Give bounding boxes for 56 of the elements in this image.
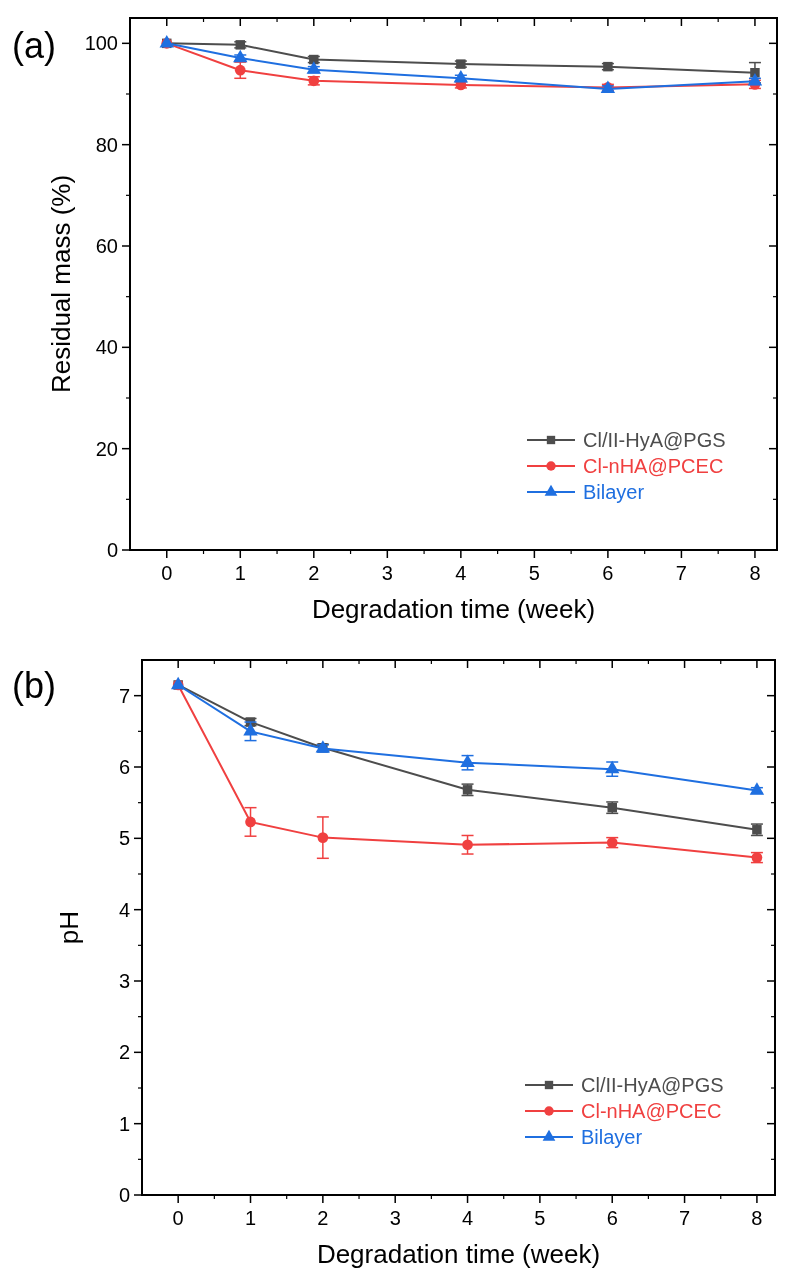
- point: [462, 839, 473, 851]
- point: [243, 723, 258, 736]
- x-tick-label: 3: [381, 562, 393, 584]
- x-tick-label: 4: [455, 562, 467, 584]
- legend-label: Cl/II-HyA@PGS: [581, 1074, 724, 1096]
- y-tick-label: 2: [118, 1041, 130, 1064]
- legend-label: Bilayer: [583, 481, 645, 503]
- x-tick-label: 2: [308, 562, 320, 584]
- x-axis-title: Degradation time (week): [316, 1239, 601, 1269]
- legend-label: Bilayer: [581, 1126, 643, 1148]
- x-tick-label: 4: [461, 1207, 474, 1229]
- x-tick-label: 2: [317, 1207, 329, 1229]
- x-axis-title: Degradation time (week): [311, 594, 596, 624]
- x-tick-label: 5: [534, 1207, 546, 1229]
- x-tick-label: 7: [675, 562, 687, 584]
- point: [747, 73, 763, 86]
- y-tick-label: 0: [118, 1184, 130, 1206]
- x-tick-label: 3: [389, 1207, 401, 1229]
- y-axis-title: pH: [54, 910, 84, 945]
- text: (b): [12, 665, 56, 706]
- x-tick-label: 1: [244, 1207, 257, 1229]
- point: [317, 832, 329, 843]
- x-tick-label: 6: [602, 562, 614, 584]
- x-tick-label: 8: [751, 1207, 763, 1229]
- point: [605, 760, 620, 774]
- y-tick-label: 7: [118, 684, 130, 707]
- point: [306, 61, 322, 74]
- y-tick-label: 1: [118, 1112, 130, 1135]
- y-tick-label: 0: [106, 539, 118, 561]
- legend-label: Cl-nHA@PCEC: [583, 455, 724, 477]
- point: [749, 782, 765, 795]
- x-tick-label: 0: [161, 562, 173, 584]
- point: [453, 69, 469, 83]
- x-tick-label: 5: [528, 562, 540, 584]
- y-tick-label: 3: [118, 970, 130, 992]
- y-axis-title: Residual mass (%): [46, 174, 76, 394]
- x-tick-label: 6: [606, 1207, 618, 1229]
- y-tick-label: 5: [118, 827, 130, 850]
- point: [233, 49, 248, 63]
- y-tick-label: 60: [95, 235, 118, 257]
- point: [234, 64, 246, 76]
- text: (a): [12, 25, 56, 66]
- point: [245, 816, 256, 828]
- legend-label: Cl-nHA@PCEC: [581, 1100, 722, 1122]
- y-tick-label: 40: [95, 336, 118, 359]
- y-tick-label: 80: [95, 133, 118, 156]
- x-tick-label: 0: [172, 1207, 184, 1229]
- y-tick-label: 100: [84, 32, 118, 55]
- x-tick-label: 1: [234, 562, 246, 584]
- y-tick-label: 20: [95, 437, 118, 460]
- y-tick-label: 6: [118, 756, 130, 778]
- x-tick-label: 7: [679, 1207, 691, 1229]
- point: [460, 754, 475, 767]
- y-tick-label: 4: [118, 898, 130, 921]
- legend-label: Cl/II-HyA@PGS: [583, 429, 726, 451]
- x-tick-label: 8: [749, 562, 761, 584]
